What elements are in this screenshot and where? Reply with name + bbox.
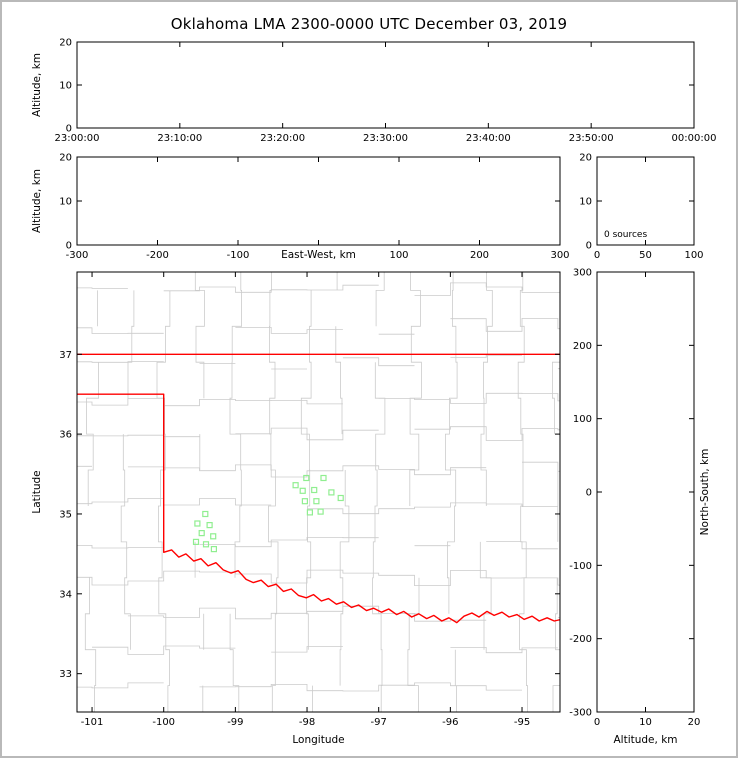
tick-label: -99: [227, 717, 243, 728]
tick-label: 20: [59, 38, 72, 49]
tick-label: 300: [573, 268, 592, 279]
x-axis-label: East-West, km: [281, 249, 356, 261]
tick-label: 0: [586, 241, 592, 252]
tick-label: -300: [66, 250, 89, 261]
lma-station-marker: [317, 508, 324, 515]
map-content: [77, 272, 560, 712]
tick-label: -300: [569, 708, 592, 719]
tick-label: 0: [594, 250, 600, 261]
lma-stations: [192, 474, 344, 553]
tick-label: 33: [59, 669, 72, 680]
tick-label: 20: [579, 153, 592, 164]
tick-label: -97: [371, 717, 387, 728]
y-axis-label: Latitude: [31, 470, 43, 513]
tick-label: 10: [59, 197, 72, 208]
tick-label: 00:00:00: [672, 133, 717, 144]
tick-label: 37: [59, 350, 72, 361]
tick-label: -100: [152, 717, 175, 728]
tick-label: 10: [579, 197, 592, 208]
tick-label: 200: [573, 341, 592, 352]
lma-station-marker: [206, 521, 213, 529]
tick-label: 0: [594, 717, 600, 728]
tick-label: 300: [550, 250, 569, 261]
tick-label: -100: [569, 561, 592, 572]
oklahoma-state-border: [77, 393, 560, 624]
tick-label: -98: [299, 717, 315, 728]
lma-station-marker: [299, 487, 306, 494]
tick-label: 200: [470, 250, 489, 261]
tick-label: 23:50:00: [569, 133, 614, 144]
x-axis-label: Longitude: [292, 734, 344, 746]
panel-time_height: 23:00:00 23:10:00 23:20:00 23:30:00 23:40:00…: [31, 38, 716, 145]
tick-label: 50: [639, 250, 652, 261]
panel-map: -101 -100 -99 -98 -97 -96 -95 33 34 35 36 37 Latitud…: [31, 271, 561, 746]
tick-label: 0: [66, 241, 72, 252]
tick-label: 23:00:00: [55, 133, 100, 144]
lma-station-marker: [202, 510, 209, 518]
lma-station-marker: [320, 474, 327, 482]
tick-label: 34: [59, 589, 72, 600]
lma-station-marker: [202, 541, 210, 548]
tick-label: -101: [81, 717, 104, 728]
panel-ew_height: -300 -200 -100 100 200 300 0 10 20 Altitude, km Ea…: [31, 153, 570, 262]
lma-station-marker: [192, 538, 200, 546]
panel-ns_height: 0 10 20 300 200 100 0 -100 -200 -300 Altitude, km N…: [569, 268, 711, 747]
tick-label: 23:40:00: [466, 133, 511, 144]
tick-label: 20: [59, 153, 72, 164]
tick-label: -200: [146, 250, 169, 261]
tick-label: 10: [639, 717, 652, 728]
panel-frame: [76, 271, 561, 713]
county-boundaries: [77, 272, 560, 712]
tick-label: -100: [227, 250, 250, 261]
tick-label: 100: [389, 250, 408, 261]
tick-label: -95: [514, 717, 530, 728]
tick-label: 100: [684, 250, 703, 261]
lma-station-marker: [337, 494, 344, 502]
tick-label: 0: [66, 124, 72, 135]
lma-station-marker: [194, 520, 201, 527]
lma-station-marker: [301, 498, 308, 505]
lma-station-marker: [210, 533, 217, 540]
lma-station-marker: [306, 509, 313, 516]
panel-alt_hist: 0 50 100 0 10 20 0 sources: [579, 153, 703, 262]
y-axis-label: Altitude, km: [31, 169, 43, 233]
tick-label: -200: [569, 634, 592, 645]
x-axis-label: Altitude, km: [613, 734, 677, 746]
tick-label: 23:10:00: [157, 133, 202, 144]
tick-label: 23:20:00: [260, 133, 305, 144]
panel-frame: [76, 41, 695, 129]
y-axis-label: Altitude, km: [31, 53, 43, 117]
tick-label: 100: [573, 414, 592, 425]
panel-frame: [76, 156, 561, 246]
lma-station-marker: [210, 545, 217, 553]
panel-frame: [596, 156, 695, 246]
lma-station-marker: [292, 482, 299, 489]
tick-label: 0: [586, 488, 592, 499]
lma-station-marker: [313, 498, 320, 505]
lma-station-marker: [198, 529, 205, 537]
plot-title: Oklahoma LMA 2300-0000 UTC December 03, …: [170, 15, 568, 33]
tick-label: 20: [688, 717, 701, 728]
y-axis-label-right: North-South, km: [699, 449, 711, 536]
tick-label: 10: [59, 81, 72, 92]
lma-station-marker: [303, 474, 310, 482]
tick-label: 23:30:00: [363, 133, 408, 144]
tick-label: 35: [59, 509, 72, 520]
lma-station-marker: [328, 489, 335, 496]
panel-frame: [596, 271, 695, 713]
tick-label: 36: [59, 430, 72, 441]
lma-station-marker: [311, 486, 318, 494]
tick-label: -96: [442, 717, 458, 728]
source-count-annotation: 0 sources: [604, 230, 647, 240]
